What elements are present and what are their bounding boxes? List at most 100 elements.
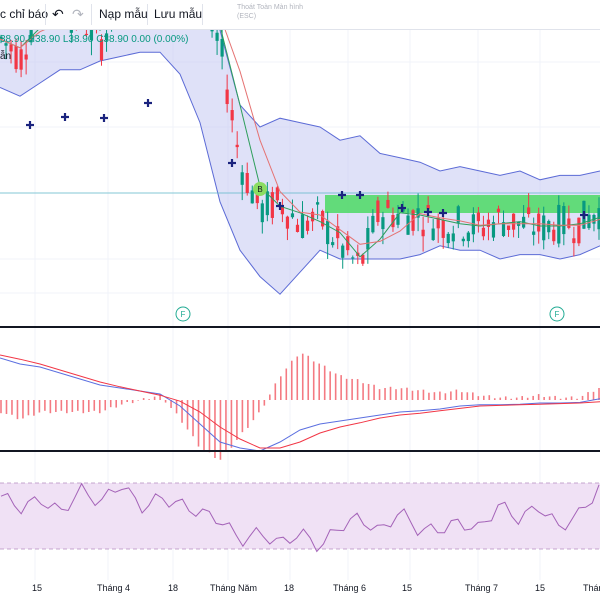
candle-body: [371, 215, 375, 233]
buy-marker-label: B: [257, 185, 262, 194]
candle-body: [421, 229, 425, 237]
time-axis-label: 15: [32, 583, 43, 593]
candle-body: [215, 32, 219, 41]
candle-body: [557, 204, 561, 244]
event-marker-label: F: [181, 310, 186, 319]
rsi-line: [0, 482, 600, 553]
candle-body: [446, 233, 450, 244]
candle-body: [527, 207, 531, 215]
candle-body: [341, 245, 345, 258]
candle-body: [436, 218, 440, 229]
candle-body: [381, 217, 385, 230]
candle-body: [336, 226, 340, 239]
candle-body: [351, 257, 355, 259]
candle-body: [250, 190, 254, 204]
candle-body: [260, 203, 264, 223]
candle-body: [391, 214, 395, 228]
redo-icon[interactable]: ↷: [72, 6, 84, 22]
candle-body: [361, 254, 365, 264]
candle-body: [547, 220, 551, 233]
candle-body: [562, 206, 566, 235]
candle-body: [225, 89, 229, 105]
buy-marker[interactable]: B: [253, 182, 267, 196]
candle-body: [597, 208, 600, 230]
candle-body: [240, 172, 244, 185]
time-axis-label: Tháng 7: [465, 583, 499, 593]
pane-separator-1[interactable]: [0, 326, 600, 328]
time-axis-label: Tháng 4: [97, 583, 131, 593]
candle-body: [496, 208, 501, 213]
candle-body: [89, 20, 94, 41]
rsi-band: [0, 483, 600, 549]
rsi-pane: [0, 482, 600, 553]
candle-body: [285, 216, 290, 229]
save-template-button[interactable]: Lưu mẫu: [154, 7, 203, 21]
time-axis-label: 15: [535, 583, 546, 593]
time-axis-label: 15: [402, 583, 413, 593]
candle-body: [265, 191, 269, 216]
pane-separator-2[interactable]: [0, 450, 600, 452]
candle-body: [511, 213, 516, 230]
candle-body: [275, 187, 279, 201]
candle-body: [461, 238, 465, 242]
tooltip-line-1: Thoát Toàn Màn hình: [237, 4, 304, 11]
bollinger-fill: [0, 0, 600, 295]
time-axis-label: Tháng 6: [333, 583, 367, 593]
candle-body: [476, 212, 480, 222]
toolbar-divider: [147, 4, 148, 25]
candle-body: [321, 210, 325, 227]
candle-body: [295, 224, 300, 232]
candle-body: [99, 39, 104, 61]
candle-body: [572, 238, 576, 244]
bollinger-lower: [0, 51, 600, 295]
candle-body: [486, 219, 491, 227]
bollinger-upper: [214, 0, 600, 181]
candle-body: [104, 33, 109, 41]
candle-body: [506, 225, 511, 230]
legend-second-line: ẫn: [0, 51, 12, 62]
candle-body: [315, 202, 320, 205]
bollinger-bands: [0, 0, 600, 295]
candle-body: [29, 29, 33, 43]
candle-body: [552, 229, 556, 242]
candle-body: [4, 43, 8, 46]
time-axis-label: 18: [168, 583, 179, 593]
time-axis-label: 18: [284, 583, 295, 593]
highlight-zone: [325, 195, 600, 213]
event-marker-2[interactable]: F: [549, 306, 565, 322]
cross-markers: [26, 99, 588, 219]
ohlc-legend: 38.90 H38.90 L38.90 C38.90 0.00 (0.00%): [0, 34, 189, 45]
candle-body: [441, 220, 445, 238]
macd-line: [0, 357, 600, 452]
signal-line: [0, 354, 600, 449]
candle-body: [0, 36, 3, 40]
candle-body: [411, 210, 415, 231]
indicators-button[interactable]: c chỉ báo: [0, 7, 49, 21]
candle-body: [290, 213, 295, 218]
candle-body: [280, 204, 285, 215]
load-template-button[interactable]: Nạp mẫu: [99, 7, 148, 21]
undo-icon[interactable]: ↶: [52, 6, 64, 22]
candle-body: [310, 211, 315, 222]
candle-body: [331, 242, 335, 246]
candle-body: [270, 192, 274, 218]
time-axis-label: Thán: [583, 583, 600, 593]
candle-body: [406, 215, 410, 235]
candle-body: [542, 215, 546, 241]
event-marker-1[interactable]: F: [175, 306, 191, 322]
candle-body: [431, 228, 435, 241]
candle-body: [577, 217, 581, 244]
toolbar-divider: [202, 4, 203, 25]
candle-body: [466, 232, 470, 242]
candle-body: [537, 213, 541, 232]
candle-body: [451, 233, 455, 242]
candle-body: [326, 220, 330, 245]
toolbar-divider: [45, 4, 46, 25]
candle-body: [491, 222, 496, 238]
candle-body: [245, 172, 249, 193]
toolbar-divider: [91, 4, 92, 25]
candle-body: [532, 231, 536, 235]
candle-body: [9, 44, 13, 52]
candle-body: [366, 227, 370, 250]
